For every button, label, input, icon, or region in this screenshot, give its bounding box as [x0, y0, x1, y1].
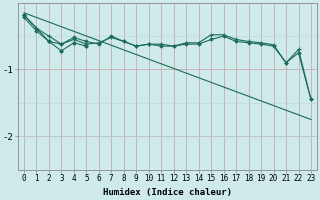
- X-axis label: Humidex (Indice chaleur): Humidex (Indice chaleur): [103, 188, 232, 197]
